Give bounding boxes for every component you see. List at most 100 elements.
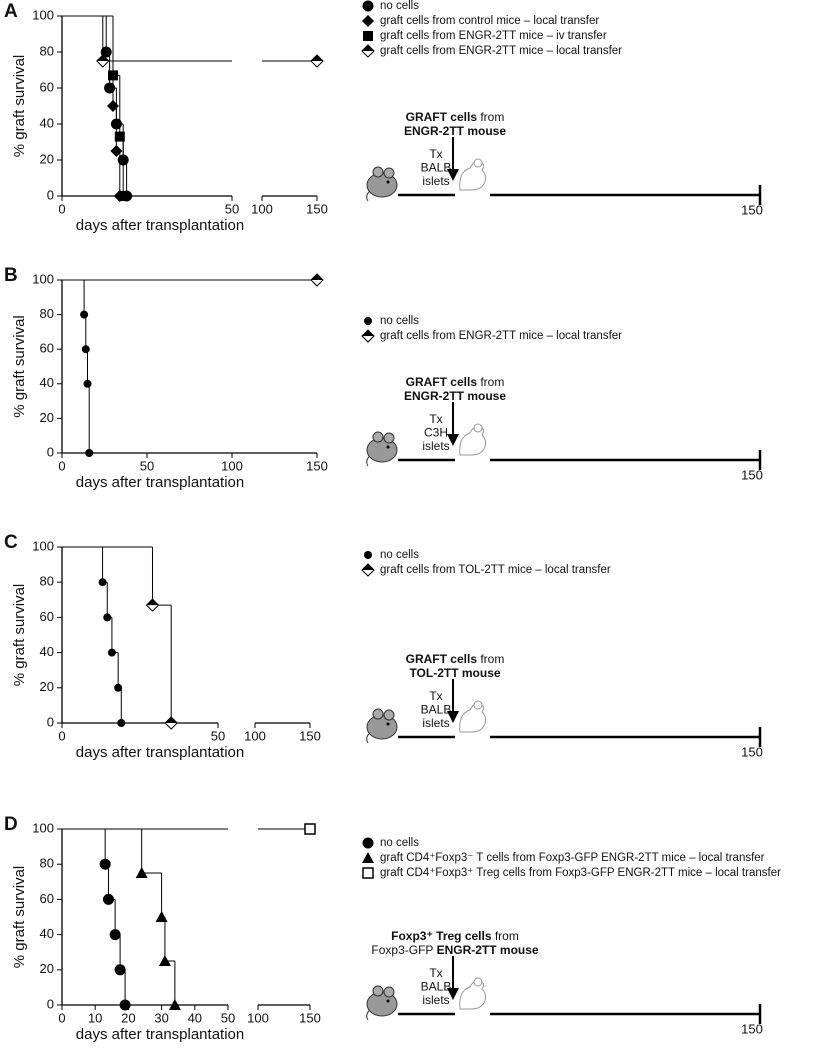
marker xyxy=(98,578,107,587)
panel-label: A xyxy=(4,1,18,22)
marker-shape xyxy=(98,578,107,587)
graft-label: ENGR-2TT mouse xyxy=(404,389,506,403)
x-tick-label: 100 xyxy=(221,458,243,473)
white-mouse-ear xyxy=(473,977,483,987)
marker-shape xyxy=(135,867,148,878)
x-axis-title: days after transplantation xyxy=(76,1026,244,1043)
marker xyxy=(310,273,324,287)
legend-label: graft cells from ENGR-2TT mice – local t… xyxy=(380,45,622,57)
tx-label: Tx xyxy=(429,147,442,161)
x-tick-label: 0 xyxy=(58,1010,65,1025)
marker-shape xyxy=(168,999,181,1010)
marker xyxy=(85,449,94,457)
marker-shape xyxy=(362,0,374,12)
y-axis-title: % graft survival xyxy=(11,315,28,418)
gray-mouse-ear xyxy=(383,986,395,998)
panel-label: C xyxy=(4,532,18,553)
gray-mouse-ear xyxy=(383,709,395,721)
white-mouse xyxy=(459,703,487,733)
gray-mouse-eye xyxy=(386,180,390,184)
diagram-mice xyxy=(366,977,487,1021)
marker xyxy=(362,867,374,879)
x-tick-label: 50 xyxy=(225,201,239,216)
y-tick-label: 80 xyxy=(40,856,54,871)
x-tick-label: 30 xyxy=(154,1010,168,1025)
x-tick-label: 20 xyxy=(121,1010,135,1025)
y-tick-label: 100 xyxy=(32,7,54,22)
marker-shape xyxy=(362,15,374,27)
diagram-mice xyxy=(366,700,487,744)
marker-shape xyxy=(158,955,171,966)
x-tick-label: 150 xyxy=(299,1010,321,1025)
marker xyxy=(168,999,181,1010)
marker-shape xyxy=(364,551,372,559)
y-tick-label: 20 xyxy=(40,151,54,166)
legend-label: graft CD4⁺Foxp3⁻ T cells from Foxp3-GFP … xyxy=(380,852,765,864)
marker xyxy=(109,929,121,941)
legend-label: no cells xyxy=(380,549,419,561)
marker xyxy=(155,911,168,922)
y-tick-label: 20 xyxy=(40,961,54,976)
x-tick-label: 0 xyxy=(58,201,65,216)
survival-step xyxy=(84,314,87,350)
legend-label: graft cells from ENGR-2TT mice – local t… xyxy=(380,330,622,342)
marker xyxy=(310,54,324,68)
marker xyxy=(362,15,374,27)
white-mouse xyxy=(459,161,487,191)
marker xyxy=(80,310,89,319)
legend-label: graft CD4⁺Foxp3⁺ Treg cells from Foxp3-G… xyxy=(380,867,781,879)
white-mouse-ear xyxy=(473,158,483,168)
y-axis-title: % graft survival xyxy=(11,866,28,969)
x-tick-label: 40 xyxy=(188,1010,202,1025)
graft-label-part: from xyxy=(477,110,504,124)
marker-shape xyxy=(96,55,109,61)
y-tick-label: 100 xyxy=(32,820,54,835)
survival-step xyxy=(152,604,172,723)
marker xyxy=(83,379,92,388)
marker-shape xyxy=(114,964,126,976)
x-tick-label: 0 xyxy=(58,728,65,743)
marker-shape xyxy=(118,191,129,201)
gray-mouse-eye xyxy=(386,722,390,726)
y-tick-label: 100 xyxy=(32,271,54,286)
marker-shape xyxy=(103,613,112,622)
marker xyxy=(96,54,110,68)
marker-shape xyxy=(81,345,90,354)
graft-label: GRAFT cells from xyxy=(406,375,505,389)
y-tick-label: 60 xyxy=(40,609,54,624)
tx-label: BALB xyxy=(421,980,452,994)
marker xyxy=(103,613,112,622)
x-tick-label: 150 xyxy=(299,728,321,743)
gray-mouse-ear xyxy=(372,166,384,178)
graft-label: Foxp3⁺ Treg cells from xyxy=(391,929,519,943)
legend-label: no cells xyxy=(380,315,419,327)
legend-label: graft cells from TOL-2TT mice – local tr… xyxy=(380,564,611,576)
marker xyxy=(362,837,374,849)
marker xyxy=(119,999,131,1011)
marker-shape xyxy=(102,893,114,905)
x-tick-label: 50 xyxy=(221,1010,235,1025)
survival-step xyxy=(118,687,122,723)
y-tick-label: 80 xyxy=(40,306,54,321)
graft-label: ENGR-2TT mouse xyxy=(404,124,506,138)
marker xyxy=(145,598,160,612)
marker xyxy=(118,191,129,201)
marker xyxy=(114,131,125,142)
marker-shape xyxy=(107,100,119,112)
marker xyxy=(361,44,375,58)
marker-shape xyxy=(80,310,89,319)
graft-label: TOL-2TT mouse xyxy=(409,666,500,680)
survival-step xyxy=(161,916,166,961)
panel-label: B xyxy=(4,265,18,286)
marker xyxy=(107,100,119,112)
marker xyxy=(117,719,126,727)
graft-label-part: ENGR-2TT mouse xyxy=(404,389,506,403)
graft-label-part: from xyxy=(492,929,519,943)
marker-shape xyxy=(146,599,159,606)
marker-shape xyxy=(108,70,118,81)
tx-label: Tx xyxy=(429,966,442,980)
marker xyxy=(362,852,374,863)
graft-label-part: GRAFT cells xyxy=(406,110,478,124)
marker-shape xyxy=(104,82,116,94)
marker xyxy=(114,964,126,976)
